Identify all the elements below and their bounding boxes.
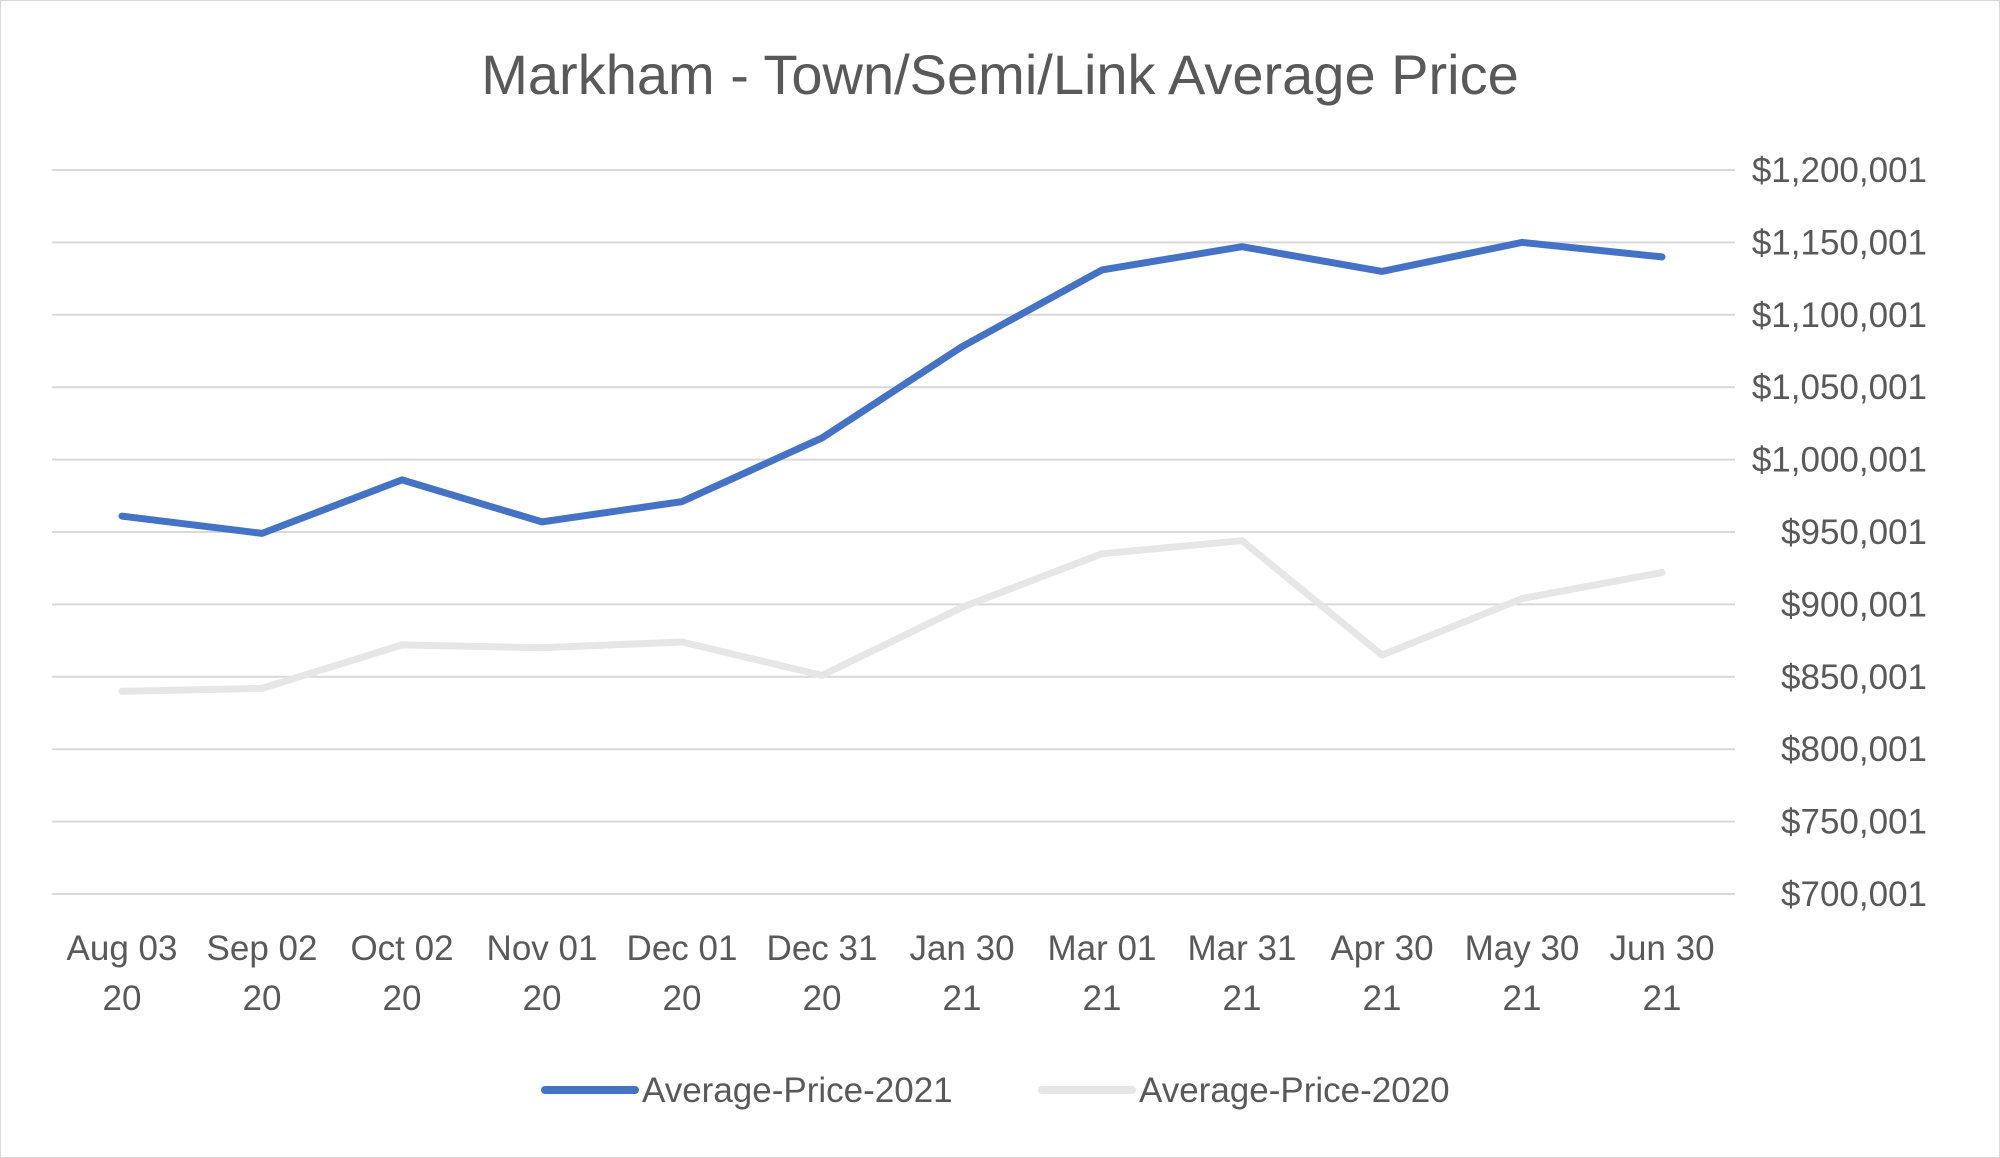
x-tick-label: Mar 01 21: [1048, 929, 1157, 1018]
y-tick-label: $750,001: [1781, 803, 1927, 842]
legend-label: Average-Price-2020: [1139, 1071, 1450, 1110]
legend: Average-Price-2021 Average-Price-2020: [541, 1071, 1450, 1110]
y-tick-label: $1,100,001: [1752, 296, 1927, 335]
legend-label: Average-Price-2021: [642, 1071, 953, 1110]
y-tick-label: $700,001: [1781, 875, 1927, 914]
x-tick-label: Jan 30 21: [909, 929, 1014, 1018]
gridlines: [52, 169, 1735, 895]
series-line-average-price-2021: [118, 238, 1666, 537]
x-tick-label: Oct 02 20: [350, 929, 453, 1018]
x-axis-tick-labels: Aug 03 20 Sep 02 20 Oct 02 20 Nov 01 20 Dec 01 20…: [67, 929, 1715, 1018]
y-tick-label: $1,150,001: [1752, 223, 1927, 262]
y-tick-label: $1,050,001: [1752, 368, 1927, 407]
x-tick-label: May 30 21: [1465, 929, 1580, 1018]
y-tick-label: $900,001: [1781, 585, 1927, 624]
x-tick-label: Apr 30 21: [1330, 929, 1433, 1018]
y-tick-label: $1,000,001: [1752, 441, 1927, 480]
series-lines: [118, 238, 1666, 695]
x-tick-label: Jun 30 21: [1609, 929, 1714, 1018]
x-tick-label: Aug 03 20: [67, 929, 178, 1018]
x-tick-label: Sep 02 20: [207, 929, 318, 1018]
chart-title: Markham - Town/Semi/Link Average Price: [481, 43, 1518, 106]
x-tick-label: Nov 01 20: [487, 929, 598, 1018]
x-tick-label: Dec 31 20: [767, 929, 878, 1018]
x-tick-label: Mar 31 21: [1188, 929, 1297, 1018]
y-tick-label: $800,001: [1781, 730, 1927, 769]
y-tick-label: $950,001: [1781, 513, 1927, 552]
y-tick-label: $850,001: [1781, 658, 1927, 697]
y-axis-tick-labels: $700,001 $750,001 $800,001 $850,001 $900,001…: [1752, 151, 1927, 914]
y-tick-label: $1,200,001: [1752, 151, 1927, 190]
series-line-average-price-2020: [118, 537, 1666, 695]
x-tick-label: Dec 01 20: [627, 929, 738, 1018]
